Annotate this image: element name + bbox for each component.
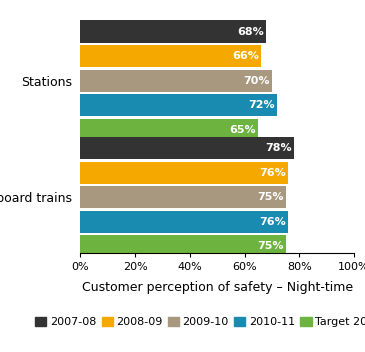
Text: 65%: 65% [230,125,256,135]
Bar [80,186,286,208]
Bar [80,94,277,116]
Text: 76%: 76% [260,217,286,227]
Bar [80,162,288,184]
Text: 75%: 75% [257,241,284,251]
Bar [80,70,272,92]
Text: 78%: 78% [265,143,292,153]
Text: 72%: 72% [249,100,275,110]
Text: 68%: 68% [238,27,264,37]
Legend: 2007-08, 2008-09, 2009-10, 2010-11, Target 2010-11: 2007-08, 2008-09, 2009-10, 2010-11, Targ… [31,313,365,332]
Bar [80,235,286,258]
Text: 70%: 70% [243,76,270,86]
Bar [80,137,294,159]
X-axis label: Customer perception of safety – Night-time: Customer perception of safety – Night-ti… [82,281,353,294]
Bar [80,211,288,233]
Text: 66%: 66% [232,51,259,61]
Bar [80,45,261,67]
Text: 76%: 76% [260,168,286,178]
Bar [80,20,266,43]
Text: 75%: 75% [257,193,284,202]
Bar [80,119,258,141]
